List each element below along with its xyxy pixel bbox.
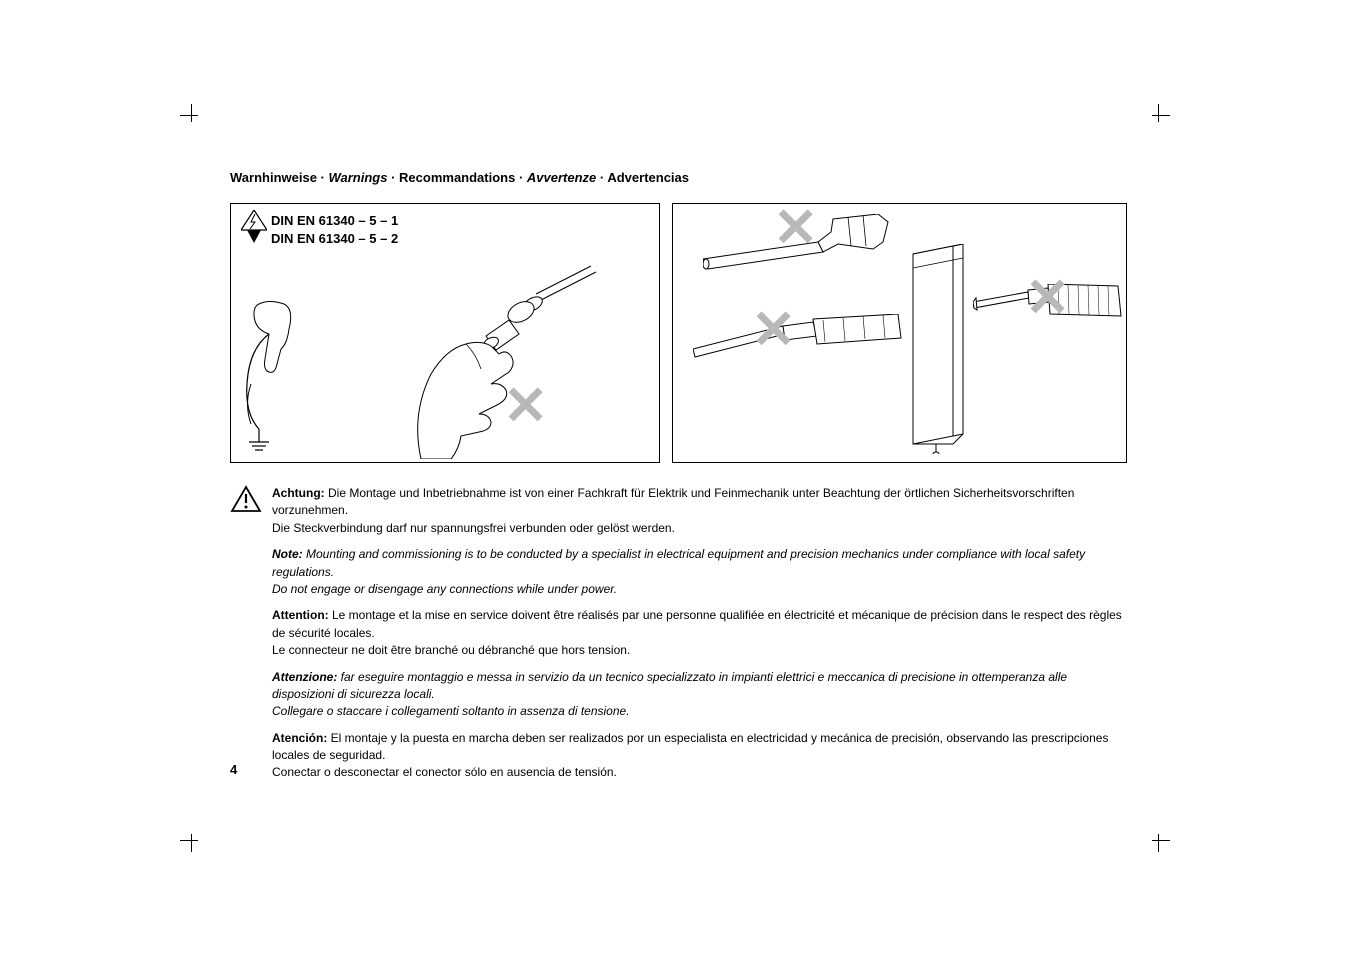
page-number: 4 — [230, 762, 237, 777]
caution-block: Achtung: Die Montage und Inbetriebnahme … — [230, 485, 1130, 791]
x-mark-icon: ✕ — [751, 298, 796, 361]
caution-de: Achtung: Die Montage und Inbetriebnahme … — [272, 485, 1130, 537]
caution-body: far eseguire montaggio e messa in serviz… — [272, 670, 1067, 701]
crop-mark — [191, 834, 192, 852]
caution-line2: Le connecteur ne doit être branché ou dé… — [272, 643, 630, 657]
screwdriver-flat-icon — [693, 314, 903, 369]
crop-mark — [1158, 104, 1159, 122]
crop-mark — [1152, 840, 1170, 841]
caution-body: Mounting and commissioning is to be cond… — [272, 547, 1085, 578]
crop-mark — [1158, 834, 1159, 852]
caution-line2: Collegare o staccare i collegamenti solt… — [272, 704, 630, 718]
caution-fr: Attention: Le montage et la mise en serv… — [272, 607, 1130, 659]
panel-tools: ✕ ✕ — [672, 203, 1127, 463]
encoder-icon — [903, 244, 973, 454]
caution-label: Note: — [272, 547, 303, 561]
esd-icon — [241, 210, 267, 244]
crop-mark — [191, 104, 192, 122]
caution-es: Atención: El montaje y la puesta en marc… — [272, 730, 1130, 782]
caution-label: Achtung: — [272, 486, 325, 500]
crop-mark — [180, 840, 198, 841]
caution-label: Attention: — [272, 608, 329, 622]
caution-icon — [230, 485, 262, 791]
caution-label: Attenzione: — [272, 670, 337, 684]
title-part: · Advertencias — [596, 170, 689, 185]
caution-label: Atención: — [272, 731, 327, 745]
x-mark-icon: ✕ — [1025, 266, 1070, 329]
title-part: Avvertenze — [527, 170, 596, 185]
title-part: Warnhinweise · — [230, 170, 328, 185]
x-mark-icon: ✕ — [503, 374, 548, 437]
caution-line2: Conectar o desconectar el conector sólo … — [272, 765, 617, 779]
crop-mark — [1152, 115, 1170, 116]
crop-mark — [180, 115, 198, 116]
caution-text: Achtung: Die Montage und Inbetriebnahme … — [272, 485, 1130, 791]
caution-line2: Do not engage or disengage any connectio… — [272, 582, 617, 596]
din-line1: DIN EN 61340 – 5 – 1 — [271, 212, 398, 230]
x-mark-icon: ✕ — [773, 196, 818, 259]
panel-esd: DIN EN 61340 – 5 – 1 DIN EN 61340 – 5 – … — [230, 203, 660, 463]
title-part: Warnings — [328, 170, 387, 185]
caution-it: Attenzione: far eseguire montaggio e mes… — [272, 669, 1130, 721]
caution-body: Le montage et la mise en service doivent… — [272, 608, 1122, 639]
page-title: Warnhinweise · Warnings · Recommandation… — [230, 170, 1130, 185]
caution-body: Die Montage und Inbetriebnahme ist von e… — [272, 486, 1074, 517]
caution-body: El montaje y la puesta en marcha deben s… — [272, 731, 1108, 762]
din-label: DIN EN 61340 – 5 – 1 DIN EN 61340 – 5 – … — [271, 212, 398, 248]
caution-en: Note: Mounting and commissioning is to b… — [272, 546, 1130, 598]
din-line2: DIN EN 61340 – 5 – 2 — [271, 230, 398, 248]
title-part: · Recommandations · — [387, 170, 526, 185]
caution-line2: Die Steckverbindung darf nur spannungsfr… — [272, 521, 675, 535]
page-content: Warnhinweise · Warnings · Recommandation… — [230, 170, 1130, 791]
illustration-panels: DIN EN 61340 – 5 – 1 DIN EN 61340 – 5 – … — [230, 203, 1130, 463]
wrist-strap-icon — [239, 294, 379, 454]
